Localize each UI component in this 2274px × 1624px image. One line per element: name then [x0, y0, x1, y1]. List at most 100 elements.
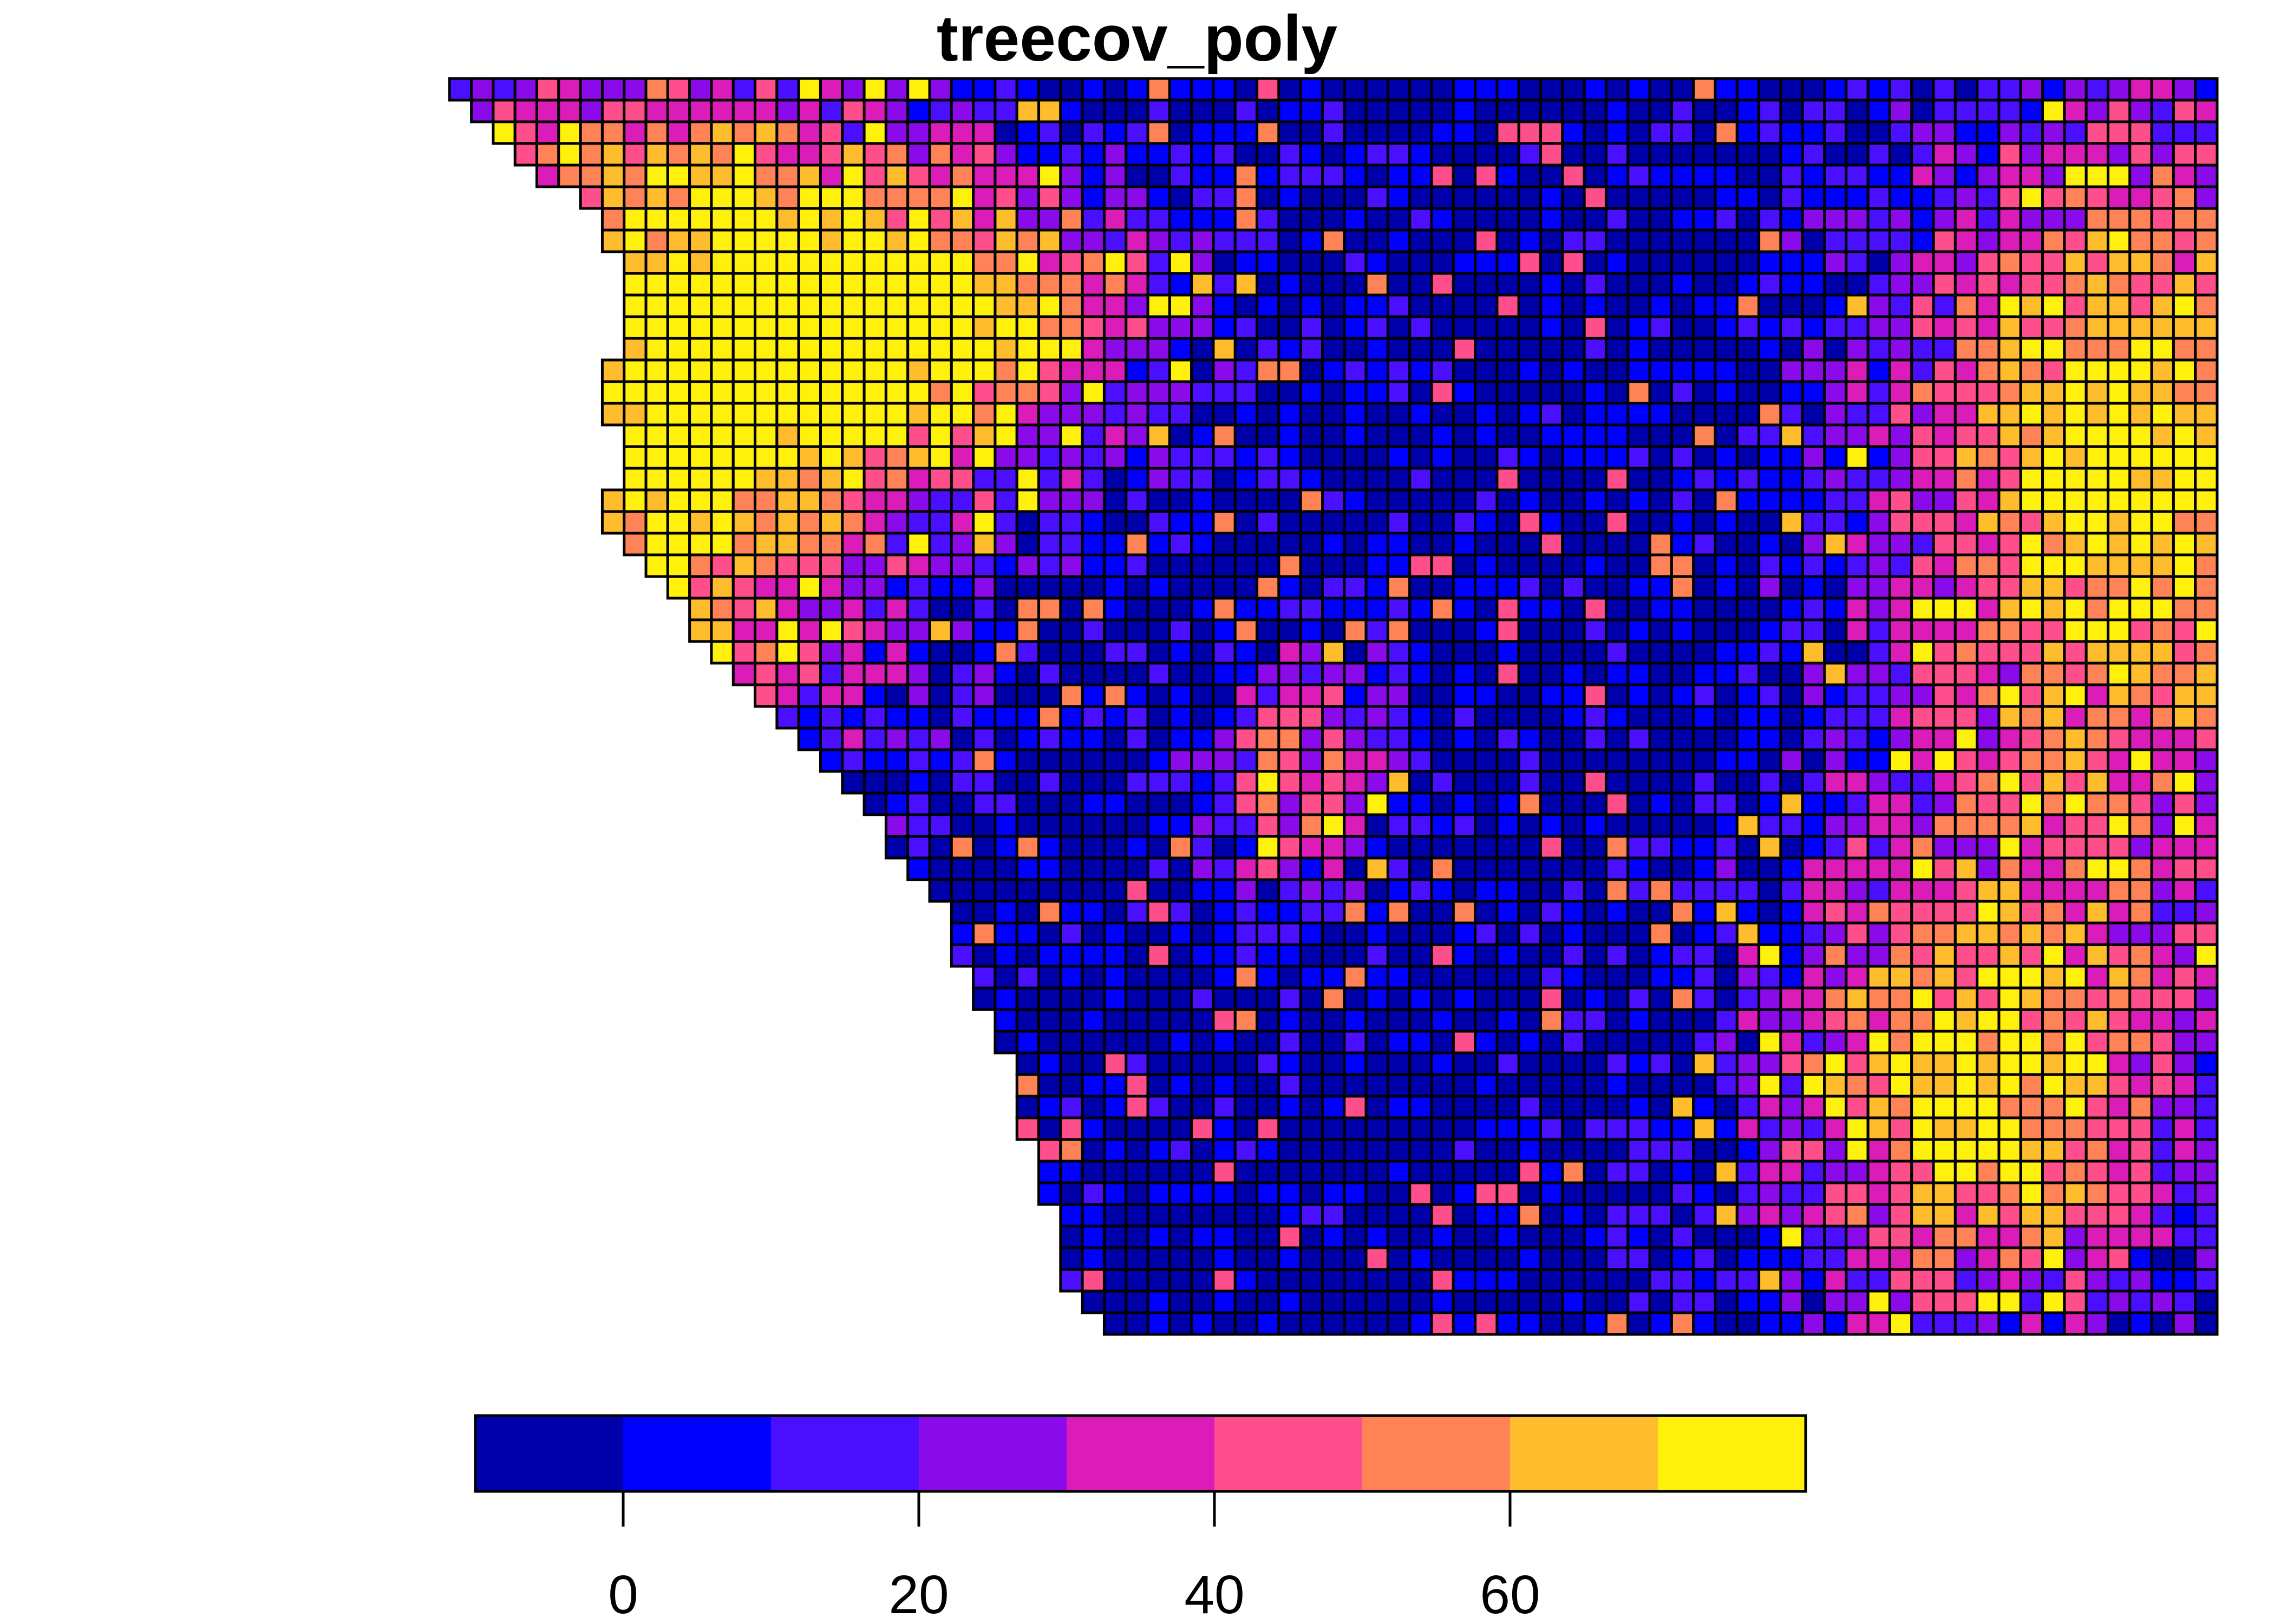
raster-cell [819, 553, 844, 578]
raster-cell [1321, 380, 1346, 405]
raster-cell [1801, 445, 1826, 470]
raster-cell [1714, 293, 1739, 318]
raster-cell [1408, 1138, 1433, 1163]
raster-cell [1583, 163, 1608, 188]
raster-cell [2063, 943, 2088, 968]
raster-cell [841, 250, 866, 275]
raster-cell [2194, 445, 2219, 470]
raster-cell [994, 185, 1018, 210]
raster-cell [950, 553, 975, 578]
raster-cell [1910, 402, 1935, 427]
raster-cell [819, 293, 844, 318]
raster-cell [1256, 315, 1280, 340]
raster-cell [1976, 748, 2001, 773]
raster-cell [1321, 683, 1346, 708]
raster-cell [2194, 618, 2219, 643]
raster-cell [1212, 250, 1237, 275]
raster-cell [862, 748, 887, 773]
raster-cell [2150, 1008, 2175, 1033]
raster-cell [1735, 1160, 1761, 1184]
raster-cell [1430, 1051, 1455, 1076]
raster-cell [2019, 1181, 2044, 1206]
raster-cell [1976, 856, 2001, 881]
raster-cell [2194, 1138, 2219, 1163]
raster-cell [1648, 575, 1673, 600]
raster-cell [2150, 748, 2175, 773]
raster-cell [884, 532, 910, 556]
raster-cell [1146, 380, 1171, 405]
raster-cell [1299, 77, 1324, 102]
raster-cell [1190, 510, 1215, 535]
raster-cell [1430, 1311, 1455, 1336]
raster-cell [1823, 77, 1848, 102]
raster-cell [1866, 445, 1891, 470]
raster-cell [1277, 1224, 1302, 1249]
raster-cell [775, 705, 800, 730]
raster-cell [2019, 1246, 2044, 1271]
raster-cell [1190, 272, 1215, 297]
raster-cell [1256, 1268, 1280, 1293]
raster-cell [666, 380, 691, 405]
raster-cell [1779, 553, 1804, 578]
raster-cell [1408, 878, 1433, 903]
raster-cell [2128, 900, 2153, 925]
raster-cell [644, 467, 669, 492]
raster-cell [1735, 662, 1761, 686]
raster-cell [1953, 900, 1979, 925]
raster-cell [1408, 683, 1433, 708]
raster-cell [1845, 315, 1870, 340]
raster-cell [754, 618, 779, 643]
raster-cell [906, 575, 931, 600]
raster-cell [928, 467, 953, 492]
raster-cell [731, 77, 757, 102]
raster-cell [1735, 597, 1761, 621]
raster-cell [1190, 1289, 1215, 1314]
raster-cell [1561, 575, 1586, 600]
raster-cell [841, 662, 866, 686]
raster-cell [1648, 99, 1673, 123]
raster-cell [2041, 77, 2066, 102]
raster-cell [1953, 835, 1979, 860]
raster-cell [1495, 835, 1520, 860]
raster-cell [1256, 532, 1280, 556]
raster-cell [1670, 380, 1695, 405]
raster-cell [710, 467, 735, 492]
raster-cell [1364, 575, 1389, 600]
raster-cell [2063, 965, 2088, 990]
raster-cell [2128, 835, 2153, 860]
raster-cell [2063, 488, 2088, 513]
raster-cell [1714, 77, 1739, 102]
raster-cell [1233, 597, 1259, 621]
raster-cell [1626, 1181, 1651, 1206]
raster-cell [884, 726, 910, 751]
raster-cell [1932, 402, 1957, 427]
raster-cell [1801, 921, 1826, 946]
raster-cell [2172, 1203, 2197, 1228]
raster-cell [1517, 1160, 1543, 1184]
raster-cell [1604, 510, 1630, 535]
raster-cell [1670, 1116, 1695, 1141]
raster-cell [1081, 445, 1106, 470]
raster-cell [1430, 1224, 1455, 1249]
raster-cell [1670, 532, 1695, 556]
raster-cell [1866, 791, 1891, 816]
raster-cell [1757, 1268, 1782, 1293]
raster-cell [1604, 1181, 1630, 1206]
raster-cell [2194, 943, 2219, 968]
raster-cell [2106, 813, 2132, 838]
raster-cell [1102, 791, 1128, 816]
raster-cell [579, 99, 604, 123]
raster-cell [1452, 1095, 1477, 1119]
raster-cell [906, 293, 931, 318]
raster-cell [1735, 207, 1761, 232]
raster-cell [1626, 856, 1651, 881]
raster-cell [1408, 1181, 1433, 1206]
raster-cell [1823, 835, 1848, 860]
raster-cell [994, 488, 1018, 513]
raster-cell [2063, 272, 2088, 297]
raster-cell [2041, 835, 2066, 860]
raster-cell [1539, 748, 1564, 773]
raster-cell [1146, 705, 1171, 730]
raster-cell [1277, 163, 1302, 188]
raster-cell [1953, 791, 1979, 816]
